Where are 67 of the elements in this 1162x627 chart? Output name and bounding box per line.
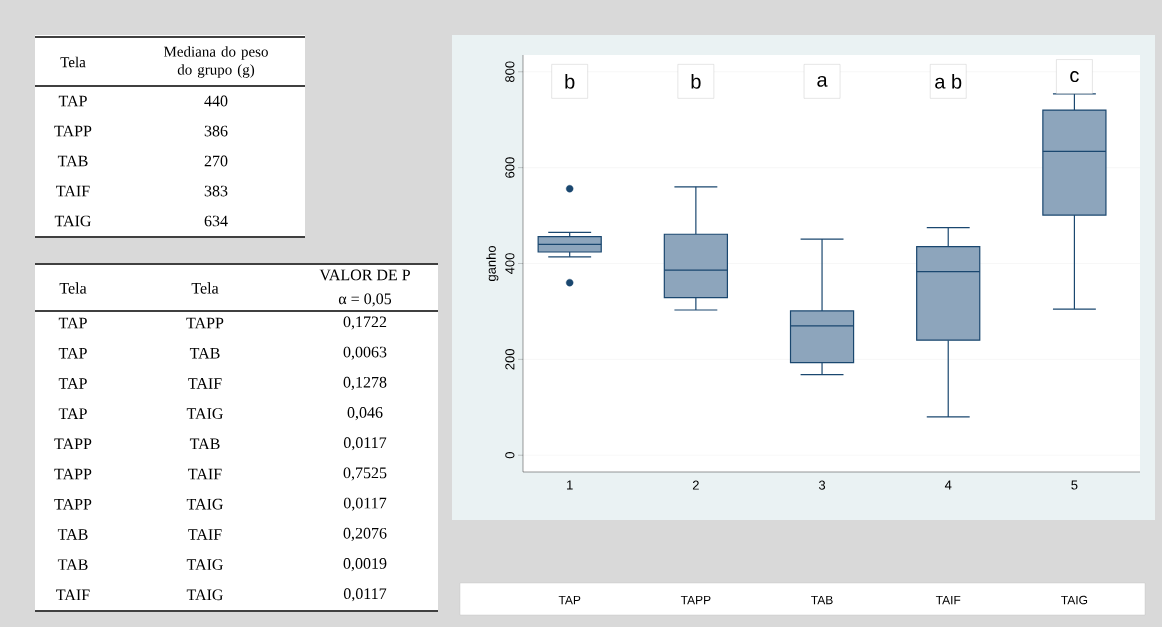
text: TAIG [186, 559, 223, 570]
text: α = 0,05 [338, 293, 392, 307]
data-label: 440 [204, 95, 228, 107]
x-tick-label: 5 [1071, 480, 1078, 490]
category-label: TAPP [54, 125, 92, 137]
data-label: 634 [204, 215, 228, 227]
annotation: b [691, 74, 701, 89]
text: TAIF [188, 468, 222, 480]
text: 0,7525 [343, 467, 387, 481]
text: Tela [191, 282, 219, 294]
data-label: 386 [204, 125, 228, 137]
text: TAIF [188, 378, 222, 389]
text: TAPP [54, 468, 92, 480]
y-tick-label: 600 [505, 157, 515, 178]
text: 0,0019 [343, 558, 387, 572]
y-axis-title: ganho [486, 245, 499, 282]
annotation: a b [935, 74, 962, 89]
text: TAIG [186, 498, 223, 510]
text: 0,0117 [343, 437, 387, 451]
text: TAPP [54, 498, 92, 510]
text: 0,0063 [343, 346, 387, 360]
category-label: TAB [57, 155, 88, 167]
text: TAP [558, 595, 581, 605]
y-tick-label: 200 [505, 349, 515, 370]
text: TAB [57, 529, 88, 540]
text: TAP [58, 408, 87, 419]
x-tick-label: 2 [692, 480, 699, 490]
text: TAP [58, 317, 87, 329]
text: 0,0117 [343, 588, 387, 602]
text: TAIF [188, 529, 222, 540]
text: 0,0117 [343, 497, 387, 511]
text: Tela [59, 282, 87, 294]
text: TAIG [186, 589, 223, 601]
text: TAB [189, 347, 220, 359]
text: TAP [58, 378, 87, 389]
y-tick-label: 800 [505, 61, 515, 83]
category-label: TAP [58, 95, 87, 107]
annotation: b [565, 74, 575, 89]
x-tick-label: 3 [818, 480, 826, 490]
text: TAIF [935, 595, 961, 605]
text: TAIG [186, 408, 223, 419]
y-tick-label: 0 [505, 452, 515, 459]
text: TAPP [680, 595, 711, 605]
text: Mediana do peso do grupo (g) [163, 46, 268, 78]
text: TAP [58, 347, 87, 359]
text: 0,046 [347, 407, 383, 421]
text: TAPP [186, 317, 224, 329]
text: TAB [811, 595, 833, 605]
text: VALOR DE P [319, 269, 410, 281]
y-tick-label: 400 [505, 253, 515, 275]
text: 0,2076 [343, 527, 387, 541]
text: TAIG [1061, 595, 1088, 605]
text: 0,1722 [343, 316, 387, 330]
text: 0,1278 [343, 376, 387, 390]
category-label: TAIF [56, 185, 90, 197]
x-tick-label: 4 [944, 480, 952, 490]
category-label: TAIG [54, 215, 91, 227]
annotation: a [817, 75, 828, 87]
data-label: 383 [204, 185, 228, 197]
annotation: c [1070, 71, 1079, 83]
text: TAB [189, 438, 220, 450]
text: TAB [57, 559, 88, 570]
text: TAPP [54, 438, 92, 450]
text: Tela [60, 56, 86, 68]
x-tick-label: 1 [567, 480, 573, 490]
data-label: 270 [204, 155, 228, 167]
text: TAIF [56, 589, 90, 601]
